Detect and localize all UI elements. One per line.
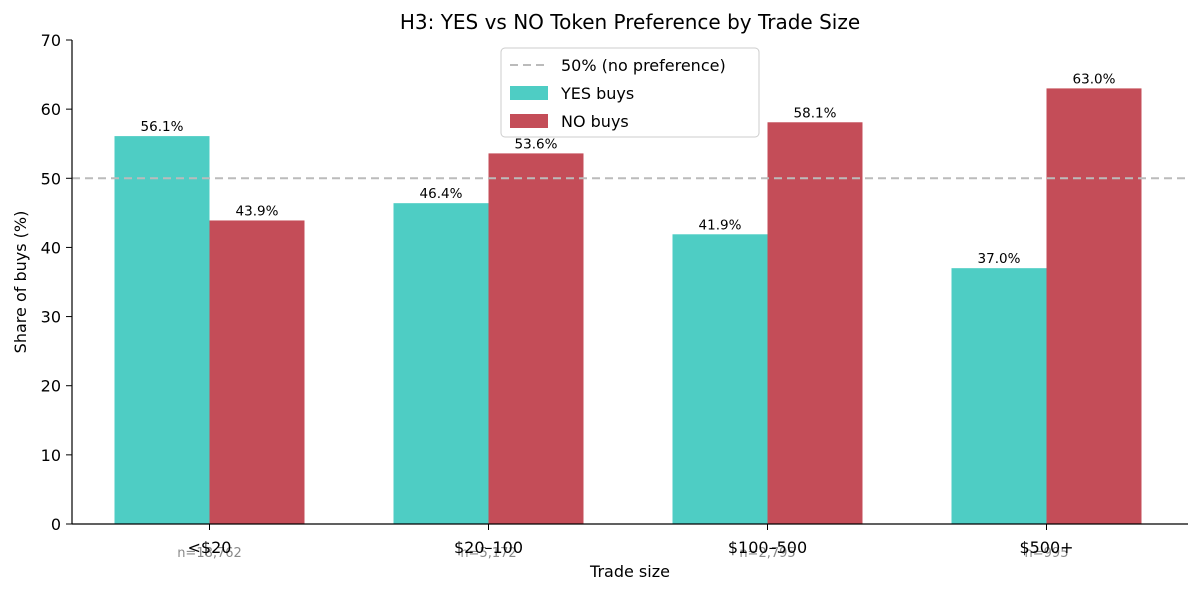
legend-no-label: NO buys [561, 112, 629, 131]
y-tick-label: 20 [41, 377, 61, 396]
y-tick-label: 30 [41, 308, 61, 327]
legend-no-swatch [510, 114, 548, 128]
legend-yes-swatch [510, 86, 548, 100]
sample-size-label: n=995 [1025, 546, 1069, 561]
data-label: 56.1% [141, 119, 184, 135]
yes-bar [393, 203, 489, 525]
x-axis-title: Trade size [589, 562, 670, 581]
yes-bar [672, 234, 768, 524]
sample-size-label: n=18,762 [177, 546, 242, 561]
data-label: 63.0% [1073, 71, 1116, 87]
no-bar [209, 220, 305, 524]
chart-title: H3: YES vs NO Token Preference by Trade … [400, 10, 860, 34]
yes-bar [951, 268, 1047, 524]
x-tick-label: $20–100 [454, 538, 523, 557]
x-tick-label: <$20 [188, 538, 232, 557]
y-tick-label: 0 [51, 515, 61, 534]
data-label: 46.4% [420, 186, 463, 202]
data-label: 53.6% [515, 136, 558, 152]
data-label: 58.1% [794, 105, 837, 121]
y-tick-label: 60 [41, 100, 61, 119]
legend-reference-label: 50% (no preference) [561, 56, 726, 75]
y-axis-title: Share of buys (%) [11, 211, 30, 354]
no-bar [1046, 88, 1142, 525]
y-tick-label: 10 [41, 446, 61, 465]
data-label: 41.9% [699, 217, 742, 233]
y-tick-label: 70 [41, 31, 61, 50]
sample-size-label: n=5,172 [460, 546, 516, 561]
y-tick-label: 40 [41, 238, 61, 257]
data-label: 43.9% [236, 203, 279, 219]
data-label: 37.0% [978, 251, 1021, 267]
y-tick-label: 50 [41, 169, 61, 188]
yes-bar [114, 136, 210, 524]
x-tick-label: $100–500 [728, 538, 807, 557]
no-bar [488, 153, 584, 524]
legend-box [500, 47, 760, 138]
legend-yes-label: YES buys [560, 84, 634, 103]
plot-area: 56.1% 43.9% 46.4% 53.6% 41.9% 58.1% 37.0% 63.0%… [41, 31, 1188, 561]
sample-size-label: n=2,795 [739, 546, 795, 561]
x-tick-label: $500+ [1019, 538, 1073, 557]
no-bar [767, 122, 863, 524]
